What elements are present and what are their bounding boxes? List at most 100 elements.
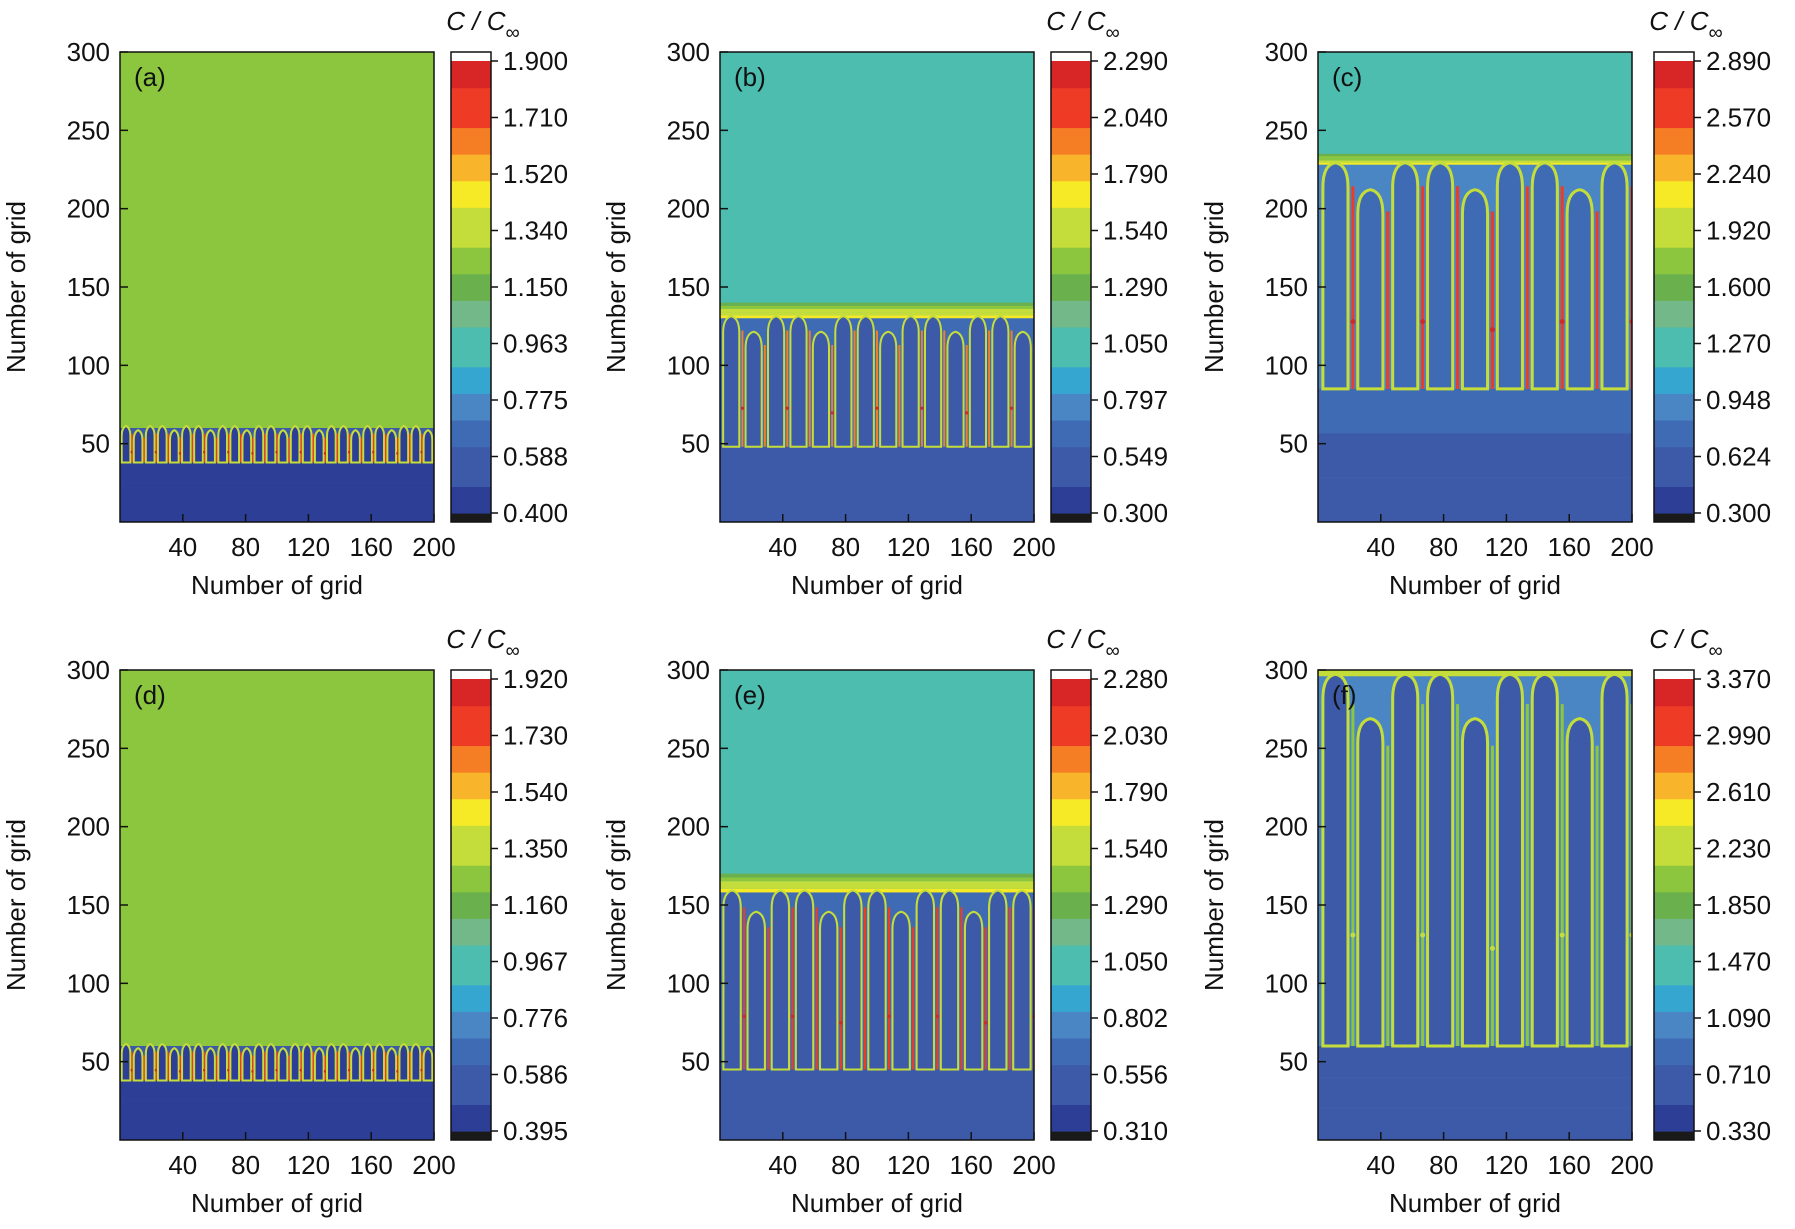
solute-droplet bbox=[742, 1014, 746, 1019]
colorbar-segment bbox=[451, 931, 491, 946]
y-axis-label: Number of grid bbox=[1, 819, 31, 991]
dendrite-arm bbox=[338, 424, 349, 464]
solute-droplet bbox=[1420, 319, 1426, 325]
colorbar-tick-label: 2.280 bbox=[1103, 664, 1168, 694]
solute-band bbox=[1318, 671, 1632, 673]
colorbar-tick-label: 2.290 bbox=[1103, 46, 1168, 76]
colorbar-segment bbox=[1654, 971, 1694, 986]
solute-droplet bbox=[983, 1021, 988, 1025]
dendrite-arm bbox=[1426, 161, 1455, 391]
dendrite-arm bbox=[856, 315, 875, 448]
colorbar-segment bbox=[1051, 1024, 1091, 1039]
heatmap-field bbox=[720, 670, 1034, 1140]
colorbar-tick-label: 0.948 bbox=[1706, 385, 1771, 415]
colorbar-segment bbox=[1051, 366, 1091, 381]
colorbar: 0.400 0.588 0.775 0.963 1.150 1.340 1.520 1.710… bbox=[446, 6, 568, 528]
dendrite-arm bbox=[386, 1047, 398, 1082]
dendrite-arm bbox=[722, 889, 742, 1071]
solute-droplet bbox=[965, 411, 969, 415]
dendrite-arm bbox=[241, 1047, 253, 1082]
colorbar-segment bbox=[1051, 100, 1091, 115]
colorbar-over bbox=[451, 670, 491, 679]
dendrite-arm bbox=[422, 429, 434, 464]
colorbar-segment bbox=[1051, 891, 1091, 906]
colorbar-tick-label: 0.395 bbox=[503, 1116, 568, 1146]
colorbar-segment bbox=[1051, 340, 1091, 355]
dendrite-arm bbox=[374, 424, 386, 464]
colorbar-segment bbox=[451, 353, 491, 368]
x-tick-label: 40 bbox=[768, 1150, 797, 1180]
colorbar-segment bbox=[451, 446, 491, 461]
dendrite-arm bbox=[766, 315, 786, 448]
dendrite-arm bbox=[867, 889, 887, 1071]
colorbar-over bbox=[1654, 670, 1694, 679]
dendrite-arm bbox=[1600, 161, 1629, 391]
colorbar-segment bbox=[1654, 380, 1694, 394]
colorbar-segment bbox=[451, 865, 491, 880]
colorbar-segment bbox=[1654, 313, 1694, 328]
colorbar-segment bbox=[1654, 127, 1694, 142]
colorbar-segment bbox=[1051, 918, 1091, 933]
dendrite-arm bbox=[770, 889, 791, 1071]
x-tick-label: 160 bbox=[950, 532, 993, 562]
colorbar: 0.310 0.556 0.802 1.050 1.290 1.540 1.790 2.030… bbox=[1046, 624, 1168, 1146]
colorbar-segment bbox=[451, 785, 491, 800]
colorbar-segment bbox=[1051, 393, 1091, 408]
colorbar: 0.395 0.586 0.776 0.967 1.160 1.350 1.540 1.730… bbox=[446, 624, 568, 1146]
x-tick-label: 160 bbox=[350, 1150, 393, 1180]
colorbar-segment bbox=[1051, 692, 1091, 707]
colorbar-tick-label: 1.290 bbox=[1103, 272, 1168, 302]
colorbar-segment bbox=[451, 326, 491, 341]
y-tick-label: 300 bbox=[667, 37, 710, 67]
x-tick-label: 120 bbox=[287, 1150, 330, 1180]
dendrite-arm bbox=[991, 315, 1010, 448]
colorbar-segment bbox=[1051, 1051, 1091, 1066]
colorbar-segment bbox=[451, 705, 491, 720]
solute-band bbox=[720, 315, 1034, 319]
colorbar-segment bbox=[1051, 1064, 1091, 1079]
solute-band bbox=[720, 305, 1034, 309]
y-tick-label: 300 bbox=[667, 655, 710, 685]
dendrite-arm bbox=[313, 429, 325, 464]
colorbar-segment bbox=[451, 851, 491, 866]
colorbar-segment bbox=[1051, 273, 1091, 288]
dendrite-arm bbox=[338, 1042, 349, 1082]
colorbar-segment bbox=[1051, 865, 1091, 880]
y-tick-label: 250 bbox=[67, 733, 110, 763]
x-tick-label: 200 bbox=[1012, 532, 1055, 562]
colorbar-tick-label: 0.963 bbox=[503, 329, 568, 359]
dendrite-arm bbox=[901, 315, 920, 448]
solute-band bbox=[720, 873, 1034, 878]
colorbar-segment bbox=[1654, 220, 1694, 235]
dendrite-arm bbox=[1391, 161, 1420, 391]
colorbar-segment bbox=[451, 233, 491, 248]
colorbar-segment bbox=[1051, 419, 1091, 434]
panel-label: (a) bbox=[134, 62, 166, 92]
colorbar-segment bbox=[451, 193, 491, 208]
colorbar-segment bbox=[451, 1037, 491, 1052]
solute-droplet bbox=[1350, 932, 1356, 938]
colorbar-segment bbox=[1051, 486, 1091, 501]
colorbar-segment bbox=[451, 499, 491, 514]
colorbar-tick-label: 2.570 bbox=[1706, 103, 1771, 133]
colorbar-segment bbox=[1654, 1104, 1694, 1119]
colorbar-segment bbox=[451, 419, 491, 434]
colorbar-segment bbox=[1654, 1024, 1694, 1039]
colorbar-segment bbox=[451, 180, 491, 195]
dendrite-arm bbox=[386, 429, 398, 464]
colorbar-tick-label: 0.797 bbox=[1103, 385, 1168, 415]
colorbar-title: C / C∞ bbox=[1649, 6, 1723, 44]
colorbar-over bbox=[1654, 52, 1694, 61]
colorbar-segment bbox=[451, 891, 491, 906]
colorbar-segment bbox=[1051, 193, 1091, 208]
colorbar-segment bbox=[451, 958, 491, 973]
colorbar-segment bbox=[451, 366, 491, 381]
colorbar-segment bbox=[1654, 825, 1694, 840]
colorbar-segment bbox=[1051, 944, 1091, 959]
solid-region bbox=[720, 1116, 1034, 1140]
solute-droplet bbox=[875, 406, 879, 410]
colorbar-segment bbox=[1051, 705, 1091, 720]
colorbar-tick-label: 0.330 bbox=[1706, 1116, 1771, 1146]
colorbar-segment bbox=[1654, 114, 1694, 129]
dendrite-arm bbox=[818, 910, 839, 1071]
